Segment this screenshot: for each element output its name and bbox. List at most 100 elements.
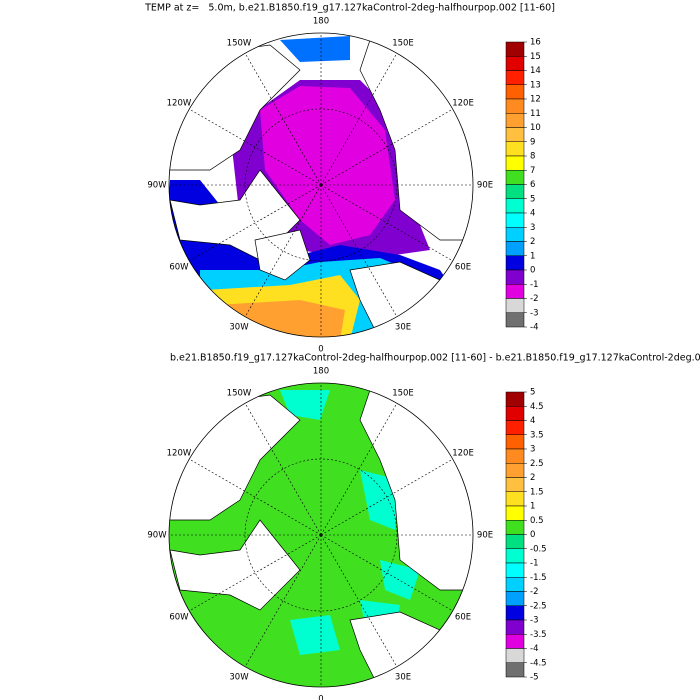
panel-title: TEMP at z= 5.0m, b.e21.B1850.f19_g17.127… [144, 3, 555, 14]
colorbar-box [505, 255, 525, 271]
longitude-label: 90W [147, 531, 167, 541]
colorbar-label: -0.5 [530, 544, 547, 554]
colorbar-label: 16 [530, 38, 541, 48]
colorbar-label: 12 [530, 95, 541, 105]
colorbar-box [505, 591, 525, 606]
colorbar-label: 4 [530, 416, 535, 426]
colorbar-box [505, 619, 525, 635]
longitude-label: 180 [313, 17, 329, 27]
longitude-label: 30W [229, 673, 249, 683]
colorbar-label: -4 [530, 644, 538, 654]
colorbar-box [505, 463, 525, 478]
colorbar-label: -4.5 [530, 658, 547, 668]
colorbar-label: 15 [530, 52, 541, 62]
longitude-label: 150E [392, 38, 414, 48]
colorbar-label: 1 [530, 502, 535, 512]
colorbar-box [505, 406, 525, 421]
colorbar-box [505, 70, 525, 85]
colorbar-label: 0 [530, 266, 535, 276]
longitude-label: 90W [147, 181, 167, 191]
colorbar-box [505, 298, 525, 313]
longitude-label: 180 [313, 367, 329, 377]
colorbar-box [505, 634, 525, 649]
colorbar-label: 3 [530, 445, 535, 455]
colorbar-label: -4 [530, 323, 538, 333]
colorbar-label: -2 [530, 294, 538, 304]
map-field [169, 33, 473, 337]
colorbar-box [505, 141, 525, 157]
longitude-label: 120W [167, 99, 192, 109]
colorbar-box [505, 212, 525, 228]
colorbar-box [505, 98, 525, 114]
colorbar-label: 10 [530, 123, 541, 133]
colorbar-box [505, 448, 525, 464]
map-border [168, 32, 474, 338]
longitude-label: 0 [318, 695, 323, 700]
longitude-label: 120E [452, 449, 474, 459]
colorbar-label: -1 [530, 559, 538, 569]
colorbar-box [505, 434, 525, 450]
longitude-label: 60E [455, 263, 471, 273]
colorbar-label: -2 [530, 587, 538, 597]
colorbar-label: 2 [530, 237, 535, 247]
panel-title: b.e21.B1850.f19_g17.127kaControl-2deg-ha… [170, 353, 700, 364]
colorbar-label: 6 [530, 180, 535, 190]
longitude-label: 120E [452, 99, 474, 109]
colorbar-box [505, 113, 525, 128]
longitude-label: 60E [455, 613, 471, 623]
colorbar-label: -2.5 [530, 601, 547, 611]
colorbar-label: 3.5 [530, 430, 544, 440]
colorbar-box [505, 662, 525, 678]
colorbar-label: 11 [530, 109, 541, 119]
colorbar-box [505, 391, 525, 407]
colorbar-box [505, 648, 525, 663]
colorbar-label: 5 [530, 194, 535, 204]
colorbar-label: 1 [530, 251, 535, 261]
colorbar-label: 2 [530, 473, 535, 483]
longitude-label: 30W [229, 323, 249, 333]
colorbar-label: 4.5 [530, 402, 544, 412]
colorbar-box [505, 284, 525, 299]
longitude-label: 0 [318, 345, 323, 355]
longitude-label: 150E [392, 388, 414, 398]
colorbar-label: 2.5 [530, 459, 544, 469]
colorbar-box [505, 420, 525, 435]
colorbar-box [505, 477, 525, 492]
colorbar-label: -1.5 [530, 573, 547, 583]
colorbar-box [505, 41, 525, 57]
colorbar-label: -5 [530, 673, 538, 683]
longitude-label: 30E [395, 673, 411, 683]
colorbar-label: 8 [530, 152, 535, 162]
colorbar-box [505, 505, 525, 521]
colorbar-box [505, 577, 525, 592]
longitude-label: 120W [167, 449, 192, 459]
colorbar-box [505, 56, 525, 71]
colorbar-box [505, 534, 525, 549]
colorbar-box [505, 605, 525, 621]
colorbar-box [505, 312, 525, 328]
map-field [169, 383, 473, 687]
colorbar-label: 0.5 [530, 516, 544, 526]
colorbar-box [505, 84, 525, 100]
colorbar-box [505, 520, 525, 535]
colorbar-box [505, 184, 525, 199]
colorbar-label: 7 [530, 166, 535, 176]
colorbar-box [505, 198, 525, 214]
colorbar-label: 13 [530, 80, 541, 90]
colorbar-label: -1 [530, 280, 538, 290]
longitude-label: 150W [227, 38, 252, 48]
colorbar-label: 9 [530, 137, 535, 147]
colorbar-label: -3 [530, 308, 538, 318]
longitude-label: 90E [477, 531, 493, 541]
longitude-label: 60W [169, 263, 189, 273]
longitude-label: 30E [395, 323, 411, 333]
colorbar-label: 4 [530, 209, 535, 219]
colorbar-label: 5 [530, 388, 535, 398]
colorbar-box [505, 170, 525, 185]
longitude-label: 60W [169, 613, 189, 623]
colorbar-box [505, 127, 525, 142]
colorbar-box [505, 269, 525, 285]
colorbar-box [505, 548, 525, 564]
colorbar-box [505, 241, 525, 256]
